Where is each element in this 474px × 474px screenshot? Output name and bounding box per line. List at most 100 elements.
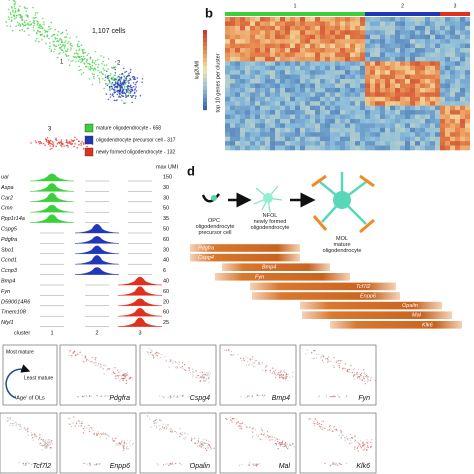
map-dot (364, 372, 366, 374)
heat-cell (225, 61, 230, 67)
heat-cell (445, 25, 450, 31)
map-dot (208, 377, 210, 379)
heat-cell (305, 30, 310, 36)
heat-cell (465, 61, 470, 67)
map-dot (160, 420, 162, 422)
opc-cell (201, 193, 220, 203)
cell-dot (128, 89, 130, 92)
cell-dot (77, 43, 79, 45)
map-dot (84, 430, 86, 432)
map-dot (362, 444, 364, 446)
map-dot (322, 420, 324, 422)
cell-dot (109, 72, 112, 75)
map-gene-label: Bmp4 (272, 395, 290, 402)
map-dot (38, 438, 41, 440)
heat-cell (335, 39, 340, 44)
map-dot (182, 394, 184, 396)
cell-dot (57, 40, 60, 43)
heat-cell (455, 56, 460, 62)
heat-cell (225, 92, 230, 98)
map-dot (367, 380, 369, 382)
heat-cell (335, 74, 340, 80)
heat-cell (320, 145, 325, 151)
heat-cell (280, 21, 285, 27)
map-dot (307, 418, 310, 420)
heat-cell (390, 52, 395, 58)
heat-cell (275, 34, 280, 40)
heat-cell (305, 43, 310, 49)
heat-cell (245, 74, 250, 80)
gene-label: Ppp1r14a (1, 216, 25, 222)
map-dot (269, 371, 271, 373)
heat-cell (225, 74, 230, 80)
map-dot (123, 373, 125, 375)
heat-cell (285, 92, 290, 98)
cell-dot (97, 74, 99, 77)
cell-dot (118, 91, 121, 93)
heat-cell (245, 141, 250, 146)
heat-cell (290, 92, 295, 98)
heat-cell (345, 79, 350, 84)
heat-cell (375, 141, 380, 146)
map-dot (71, 422, 73, 424)
marker-bar (190, 244, 300, 252)
cell-dot (134, 83, 137, 86)
map-dot (156, 463, 158, 465)
map-dot (198, 441, 200, 443)
heat-cell (405, 30, 410, 36)
map-dot (367, 442, 369, 444)
heat-cell (235, 70, 240, 75)
heat-cell (240, 101, 245, 106)
heat-cell (245, 65, 250, 71)
colorbar-cell (203, 38, 207, 43)
cell-dot (67, 48, 69, 50)
heat-cell (335, 141, 340, 146)
heat-cell (355, 61, 360, 67)
heat-cell (355, 30, 360, 36)
map-dot (274, 369, 276, 371)
heat-cell (350, 127, 355, 133)
heat-cell (330, 21, 335, 27)
map-dot (9, 424, 11, 427)
heat-cell (310, 48, 315, 53)
heat-cell (250, 70, 255, 75)
heat-cell (335, 92, 340, 98)
map-dot (329, 395, 331, 398)
map-dot (268, 435, 270, 438)
map-dot (41, 445, 43, 447)
heat-cell (345, 21, 350, 27)
heat-cell (260, 132, 265, 137)
map-dot (171, 462, 173, 464)
map-dot (204, 448, 207, 450)
heat-cell (320, 110, 325, 115)
heat-cell (230, 56, 235, 62)
heat-cell (285, 83, 290, 89)
map-frame (219, 412, 297, 474)
map-dot (357, 377, 359, 379)
heat-cell (265, 101, 270, 106)
map-dot (341, 431, 343, 433)
map-dot (284, 445, 286, 447)
map-dot (235, 418, 238, 420)
map-dot (25, 429, 27, 431)
map-dot (182, 368, 184, 370)
map-dot (99, 436, 101, 438)
heat-cell (295, 83, 300, 89)
map-dot (50, 441, 52, 443)
map-dot (255, 464, 257, 466)
heat-cell (465, 74, 470, 80)
heat-cell (270, 118, 275, 124)
map-dot (203, 372, 205, 374)
map-dot (349, 442, 351, 444)
map-dot (114, 439, 116, 441)
cell-dot (122, 95, 125, 98)
heat-cell (385, 141, 390, 146)
heat-cell (280, 52, 285, 58)
heat-cell (240, 52, 245, 58)
heat-cell (375, 87, 380, 93)
cell-dot (141, 78, 144, 80)
map-dot (131, 443, 133, 445)
heat-cell (345, 83, 350, 89)
heat-cell (365, 105, 370, 111)
map-dot (203, 379, 205, 381)
